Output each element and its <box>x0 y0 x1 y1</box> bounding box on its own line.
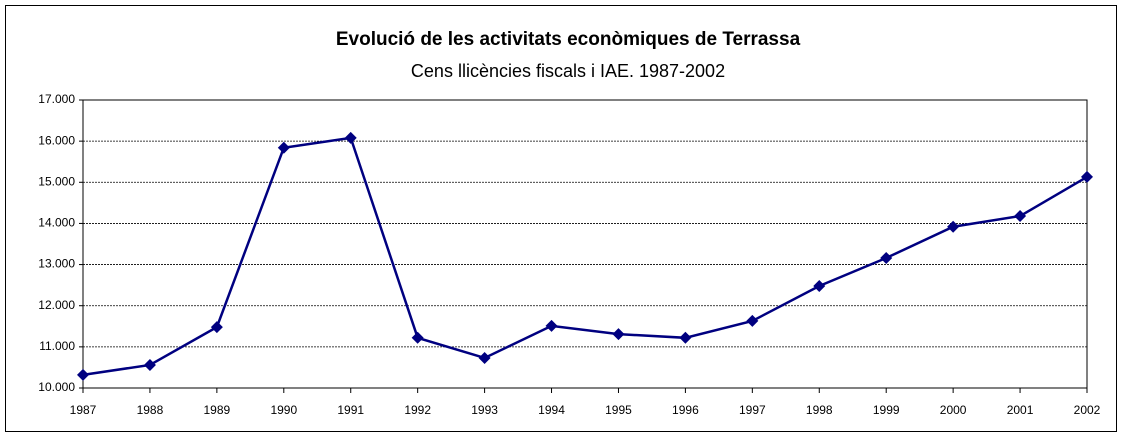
marker <box>813 279 826 292</box>
marker <box>880 251 893 264</box>
marker <box>612 328 625 341</box>
x-tick-label: 1999 <box>873 403 900 417</box>
marker <box>545 319 558 332</box>
marker <box>1014 210 1027 223</box>
x-tick-label: 1991 <box>337 403 364 417</box>
y-tick-label: 12.000 <box>38 298 75 312</box>
y-tick-label: 14.000 <box>38 216 75 230</box>
marker <box>679 331 692 344</box>
marker <box>77 368 89 381</box>
x-tick-label: 1997 <box>739 403 766 417</box>
marker <box>478 351 491 364</box>
line <box>82 136 1088 377</box>
chart-title: Evolució de les activitats econòmiques d… <box>336 29 801 50</box>
x-tick-label: 1996 <box>672 403 699 417</box>
x-tick-label: 1988 <box>137 403 164 417</box>
x-tick-label: 1990 <box>270 403 297 417</box>
chart-border <box>5 5 1117 432</box>
marker <box>143 358 156 371</box>
y-tick-label: 16.000 <box>38 133 75 147</box>
chart-subtitle: Cens llicències fiscals i IAE. 1987-2002 <box>411 61 725 81</box>
x-tick-label: 1992 <box>404 403 431 417</box>
marker <box>411 331 424 344</box>
x-tick-label: 1994 <box>538 403 565 417</box>
x-tick-label: 1987 <box>70 403 97 417</box>
x-tick-label: 1993 <box>471 403 498 417</box>
x-tick-label: 2002 <box>1074 403 1101 417</box>
y-tick-label: 11.000 <box>39 339 75 353</box>
y-tick-label: 15.000 <box>38 174 75 188</box>
x-tick-label: 1995 <box>605 403 632 417</box>
marker <box>1081 170 1093 183</box>
marker <box>277 141 290 154</box>
marker <box>947 220 960 233</box>
marker <box>746 314 759 327</box>
y-tick-label: 13.000 <box>38 257 75 271</box>
marker <box>344 131 357 144</box>
plot-area <box>82 99 1088 389</box>
x-tick-label: 1998 <box>806 403 833 417</box>
x-tick-label: 2000 <box>940 403 967 417</box>
x-tick-label: 1989 <box>204 403 231 417</box>
x-tick-label: 2001 <box>1007 403 1034 417</box>
marker <box>210 321 223 334</box>
y-tick-label: 10.000 <box>38 380 75 394</box>
y-tick-label: 17.000 <box>38 92 75 106</box>
